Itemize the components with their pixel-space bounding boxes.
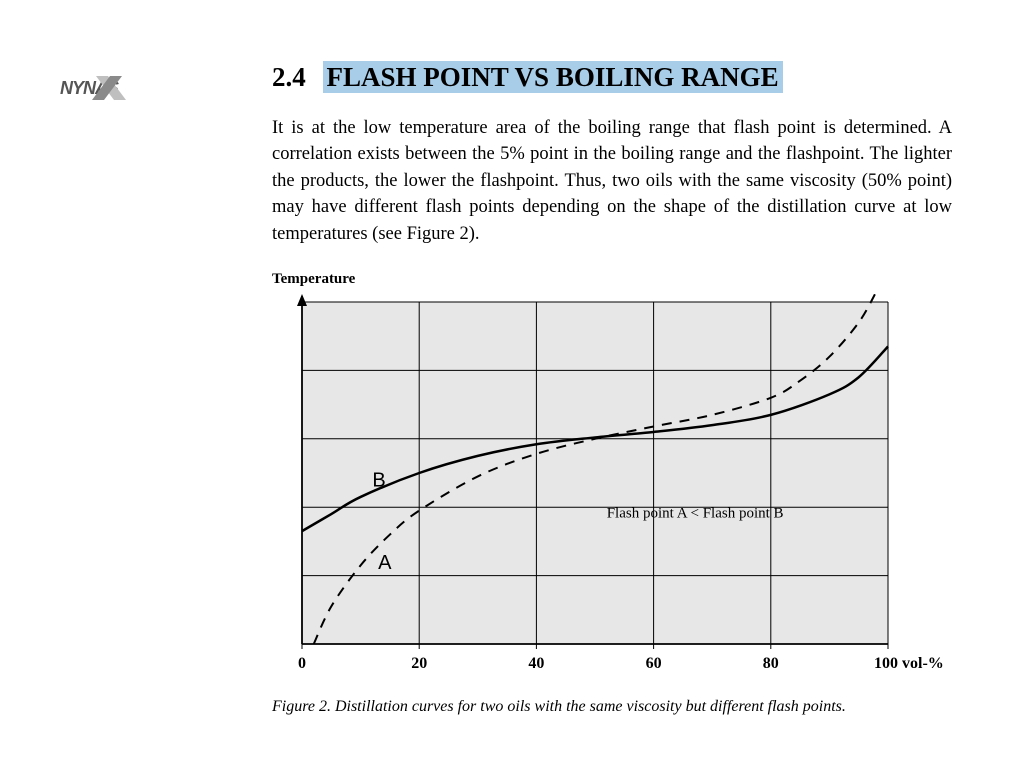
page: NYNAS 2.4 FLASH POINT VS BOILING RANGE I… bbox=[0, 0, 1024, 778]
distillation-chart: 0 20 40 60 80 100 vol-% A B Flash point A < Flas… bbox=[272, 294, 952, 684]
content-column: 2.4 FLASH POINT VS BOILING RANGE It is a… bbox=[272, 62, 952, 716]
x-tick-label: 20 bbox=[411, 655, 427, 672]
x-tick-label: 100 vol-% bbox=[874, 655, 944, 672]
x-tick-label: 80 bbox=[763, 655, 779, 672]
x-tick-label: 40 bbox=[528, 655, 544, 672]
chart-inline-note: Flash point A < Flash point B bbox=[607, 506, 784, 522]
brand-logo: NYNAS bbox=[60, 78, 155, 108]
y-axis-label: Temperature bbox=[272, 271, 952, 288]
x-tick-label: 0 bbox=[298, 655, 306, 672]
section-heading-title: FLASH POINT VS BOILING RANGE bbox=[323, 61, 783, 93]
curve-b-label: B bbox=[372, 470, 385, 492]
section-heading-number: 2.4 bbox=[272, 62, 306, 92]
figure-caption: Figure 2. Distillation curves for two oi… bbox=[272, 698, 952, 716]
figure-block: Temperature 0 20 40 60 80 100 vol-% A B Flash po… bbox=[272, 271, 952, 716]
x-tick-label: 60 bbox=[646, 655, 662, 672]
brand-logo-icon bbox=[90, 72, 140, 104]
curve-a-label: A bbox=[378, 552, 392, 574]
section-heading: 2.4 FLASH POINT VS BOILING RANGE bbox=[272, 62, 952, 93]
body-paragraph: It is at the low temperature area of the… bbox=[272, 115, 952, 247]
